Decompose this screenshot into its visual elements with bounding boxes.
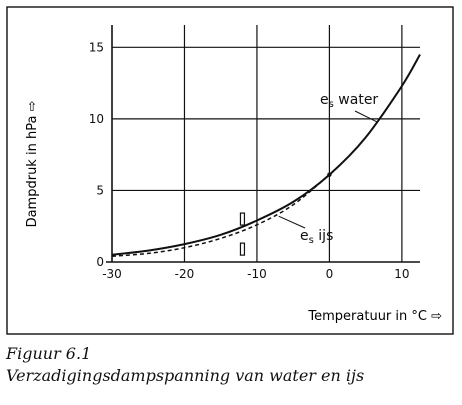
tick-labels: -30 -20 -10 0 10 0 5 10 15 bbox=[89, 40, 410, 281]
series-line-ice bbox=[111, 174, 330, 258]
marker-lower bbox=[239, 242, 246, 256]
series-line-water bbox=[111, 54, 421, 256]
grid bbox=[112, 25, 420, 262]
water-label-leader bbox=[354, 110, 377, 123]
x-axis-label: Temperatuur in °C ⇨ bbox=[307, 309, 442, 324]
ice-label-leader bbox=[278, 215, 306, 229]
figure-caption-title: Figuur 6.1 bbox=[6, 344, 92, 363]
y-axis-label: Dampdruk in hPa ⇨ bbox=[25, 100, 40, 227]
y-tick-label: 0 bbox=[96, 255, 104, 269]
chart: -30 -20 -10 0 10 0 5 10 15 es water es ijs Temper… bbox=[6, 6, 454, 335]
marker-upper bbox=[239, 212, 246, 226]
junction-point bbox=[327, 172, 332, 177]
chart-frame bbox=[6, 6, 454, 335]
x-tick-label: -10 bbox=[247, 267, 267, 281]
x-tick-label: 0 bbox=[326, 267, 334, 281]
markers bbox=[239, 172, 332, 256]
ice-curve-label: es ijs bbox=[300, 228, 333, 246]
water-curve-label: es water bbox=[320, 92, 378, 110]
annotations: es water es ijs bbox=[278, 92, 378, 246]
figure-caption-text: Verzadigingsdampspanning van water en ij… bbox=[6, 366, 365, 385]
x-tick-label: 10 bbox=[394, 267, 409, 281]
y-tick-label: 15 bbox=[89, 40, 104, 54]
series bbox=[111, 54, 421, 258]
x-tick-label: -30 bbox=[102, 267, 122, 281]
x-tick-label: -20 bbox=[175, 267, 195, 281]
y-tick-label: 5 bbox=[96, 183, 104, 197]
y-tick-label: 10 bbox=[89, 112, 104, 126]
axes bbox=[106, 25, 420, 263]
